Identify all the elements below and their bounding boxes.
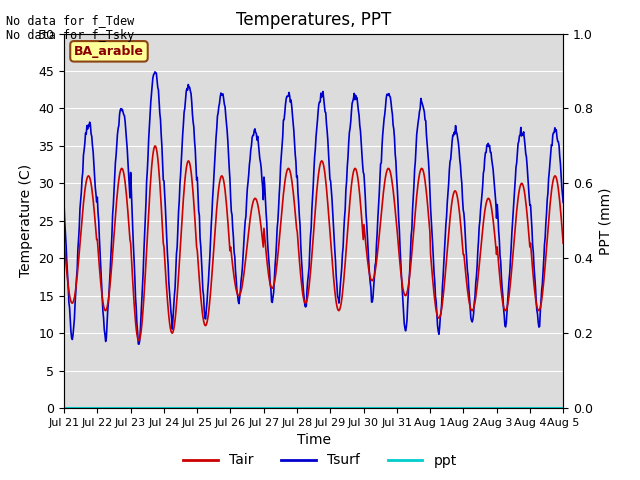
Tair xyxy=(69,300,77,305)
ppt xyxy=(69,405,77,411)
Tsurf xyxy=(376,191,383,197)
Tsurf xyxy=(69,332,77,337)
Tsurf xyxy=(151,69,159,75)
Text: BA_arable: BA_arable xyxy=(74,45,144,58)
X-axis label: Time: Time xyxy=(296,433,331,447)
Tsurf xyxy=(60,200,68,206)
Tair xyxy=(199,313,207,319)
Y-axis label: Temperature (C): Temperature (C) xyxy=(19,164,33,277)
Tair xyxy=(376,233,383,239)
ppt xyxy=(60,405,68,411)
Legend: Tair, Tsurf, ppt: Tair, Tsurf, ppt xyxy=(178,448,462,473)
Tair xyxy=(559,240,567,246)
ppt xyxy=(559,405,567,411)
Title: Temperatures, PPT: Temperatures, PPT xyxy=(236,11,391,29)
Tsurf xyxy=(199,287,207,293)
ppt xyxy=(388,405,396,411)
Tsurf xyxy=(120,113,128,119)
ppt xyxy=(374,405,381,411)
Text: No data for f_Tdew
No data for f_Tsky: No data for f_Tdew No data for f_Tsky xyxy=(6,14,134,42)
Tair xyxy=(60,237,68,242)
ppt xyxy=(198,405,205,411)
Tair xyxy=(390,193,397,199)
Tsurf xyxy=(390,126,397,132)
ppt xyxy=(120,405,128,411)
Y-axis label: PPT (mm): PPT (mm) xyxy=(598,187,612,254)
Tsurf xyxy=(559,200,567,205)
ppt xyxy=(172,405,179,411)
Tair xyxy=(173,302,180,308)
Tsurf xyxy=(135,341,143,347)
Tair xyxy=(135,338,143,344)
Tair xyxy=(120,174,128,180)
Line: Tsurf: Tsurf xyxy=(64,72,563,344)
Tair xyxy=(151,143,159,149)
Tsurf xyxy=(173,251,180,257)
Line: Tair: Tair xyxy=(64,146,563,341)
